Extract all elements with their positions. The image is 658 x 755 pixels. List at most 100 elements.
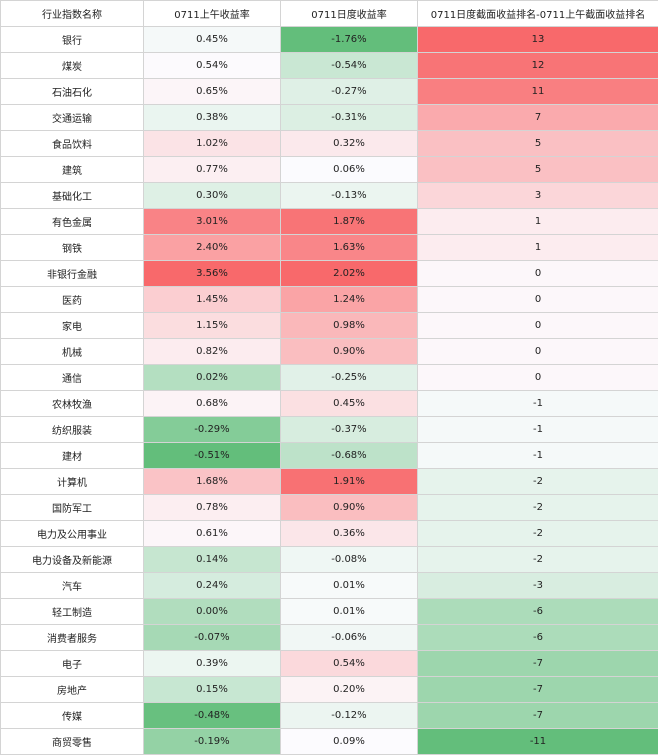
day-return-cell: -0.37% bbox=[281, 417, 418, 443]
am-return-cell: -0.07% bbox=[144, 625, 281, 651]
day-return-cell: 0.98% bbox=[281, 313, 418, 339]
industry-name-cell: 电子 bbox=[1, 651, 144, 677]
rank-change-cell: -2 bbox=[418, 469, 658, 495]
rank-change-cell: 0 bbox=[418, 339, 658, 365]
industry-name-cell: 建筑 bbox=[1, 157, 144, 183]
day-return-cell: 1.91% bbox=[281, 469, 418, 495]
rank-change-cell: 13 bbox=[418, 27, 658, 53]
day-return-cell: -0.25% bbox=[281, 365, 418, 391]
industry-name-cell: 非银行金融 bbox=[1, 261, 144, 287]
header-row: 行业指数名称 0711上午收益率 0711日度收益率 0711日度截面收益排名-… bbox=[1, 1, 658, 27]
rank-change-cell: 5 bbox=[418, 157, 658, 183]
am-return-cell: 0.14% bbox=[144, 547, 281, 573]
am-return-cell: 1.02% bbox=[144, 131, 281, 157]
rank-change-cell: -2 bbox=[418, 495, 658, 521]
industry-name-cell: 房地产 bbox=[1, 677, 144, 703]
rank-change-cell: -2 bbox=[418, 521, 658, 547]
day-return-cell: 0.01% bbox=[281, 599, 418, 625]
am-return-cell: 2.40% bbox=[144, 235, 281, 261]
day-return-cell: 2.02% bbox=[281, 261, 418, 287]
industry-name-cell: 农林牧渔 bbox=[1, 391, 144, 417]
am-return-cell: 3.01% bbox=[144, 209, 281, 235]
am-return-cell: -0.48% bbox=[144, 703, 281, 729]
rank-change-cell: -6 bbox=[418, 599, 658, 625]
industry-name-cell: 交通运输 bbox=[1, 105, 144, 131]
industry-name-cell: 机械 bbox=[1, 339, 144, 365]
header-am-return: 0711上午收益率 bbox=[144, 1, 281, 27]
day-return-cell: 1.87% bbox=[281, 209, 418, 235]
industry-name-cell: 传媒 bbox=[1, 703, 144, 729]
industry-name-cell: 电力设备及新能源 bbox=[1, 547, 144, 573]
day-return-cell: 0.06% bbox=[281, 157, 418, 183]
rank-change-cell: -11 bbox=[418, 729, 658, 755]
industry-name-cell: 汽车 bbox=[1, 573, 144, 599]
day-return-cell: -0.54% bbox=[281, 53, 418, 79]
am-return-cell: 0.02% bbox=[144, 365, 281, 391]
rank-change-cell: -7 bbox=[418, 651, 658, 677]
am-return-cell: 0.30% bbox=[144, 183, 281, 209]
am-return-cell: -0.51% bbox=[144, 443, 281, 469]
day-return-cell: -1.76% bbox=[281, 27, 418, 53]
industry-name-cell: 商贸零售 bbox=[1, 729, 144, 755]
industry-name-cell: 有色金属 bbox=[1, 209, 144, 235]
industry-name-cell: 纺织服装 bbox=[1, 417, 144, 443]
header-rank-change: 0711日度截面收益排名-0711上午截面收益排名 bbox=[418, 1, 658, 27]
industry-name-cell: 食品饮料 bbox=[1, 131, 144, 157]
table-row: 商贸零售-0.19%0.09%-11 bbox=[1, 729, 658, 755]
day-return-cell: -0.06% bbox=[281, 625, 418, 651]
rank-change-cell: -1 bbox=[418, 417, 658, 443]
industry-name-cell: 电力及公用事业 bbox=[1, 521, 144, 547]
am-return-cell: 0.15% bbox=[144, 677, 281, 703]
day-return-cell: -0.08% bbox=[281, 547, 418, 573]
rank-change-cell: 0 bbox=[418, 365, 658, 391]
day-return-cell: 0.90% bbox=[281, 339, 418, 365]
day-return-cell: 0.32% bbox=[281, 131, 418, 157]
rank-change-cell: 0 bbox=[418, 261, 658, 287]
table-row: 传媒-0.48%-0.12%-7 bbox=[1, 703, 658, 729]
industry-name-cell: 石油石化 bbox=[1, 79, 144, 105]
day-return-cell: -0.68% bbox=[281, 443, 418, 469]
am-return-cell: 0.00% bbox=[144, 599, 281, 625]
day-return-cell: 0.54% bbox=[281, 651, 418, 677]
industry-name-cell: 国防军工 bbox=[1, 495, 144, 521]
industry-name-cell: 银行 bbox=[1, 27, 144, 53]
industry-name-cell: 通信 bbox=[1, 365, 144, 391]
table-row: 建材-0.51%-0.68%-1 bbox=[1, 443, 658, 469]
rank-change-cell: 1 bbox=[418, 235, 658, 261]
header-day-return: 0711日度收益率 bbox=[281, 1, 418, 27]
rank-change-cell: 0 bbox=[418, 313, 658, 339]
industry-name-cell: 家电 bbox=[1, 313, 144, 339]
rank-change-cell: -1 bbox=[418, 443, 658, 469]
rank-change-cell: 5 bbox=[418, 131, 658, 157]
am-return-cell: 0.82% bbox=[144, 339, 281, 365]
am-return-cell: -0.19% bbox=[144, 729, 281, 755]
industry-name-cell: 消费者服务 bbox=[1, 625, 144, 651]
am-return-cell: 0.61% bbox=[144, 521, 281, 547]
day-return-cell: 0.36% bbox=[281, 521, 418, 547]
am-return-cell: 0.45% bbox=[144, 27, 281, 53]
day-return-cell: -0.12% bbox=[281, 703, 418, 729]
day-return-cell: 0.45% bbox=[281, 391, 418, 417]
table-row: 消费者服务-0.07%-0.06%-6 bbox=[1, 625, 658, 651]
am-return-cell: 0.78% bbox=[144, 495, 281, 521]
table-row: 纺织服装-0.29%-0.37%-1 bbox=[1, 417, 658, 443]
am-return-cell: -0.29% bbox=[144, 417, 281, 443]
day-return-cell: -0.13% bbox=[281, 183, 418, 209]
